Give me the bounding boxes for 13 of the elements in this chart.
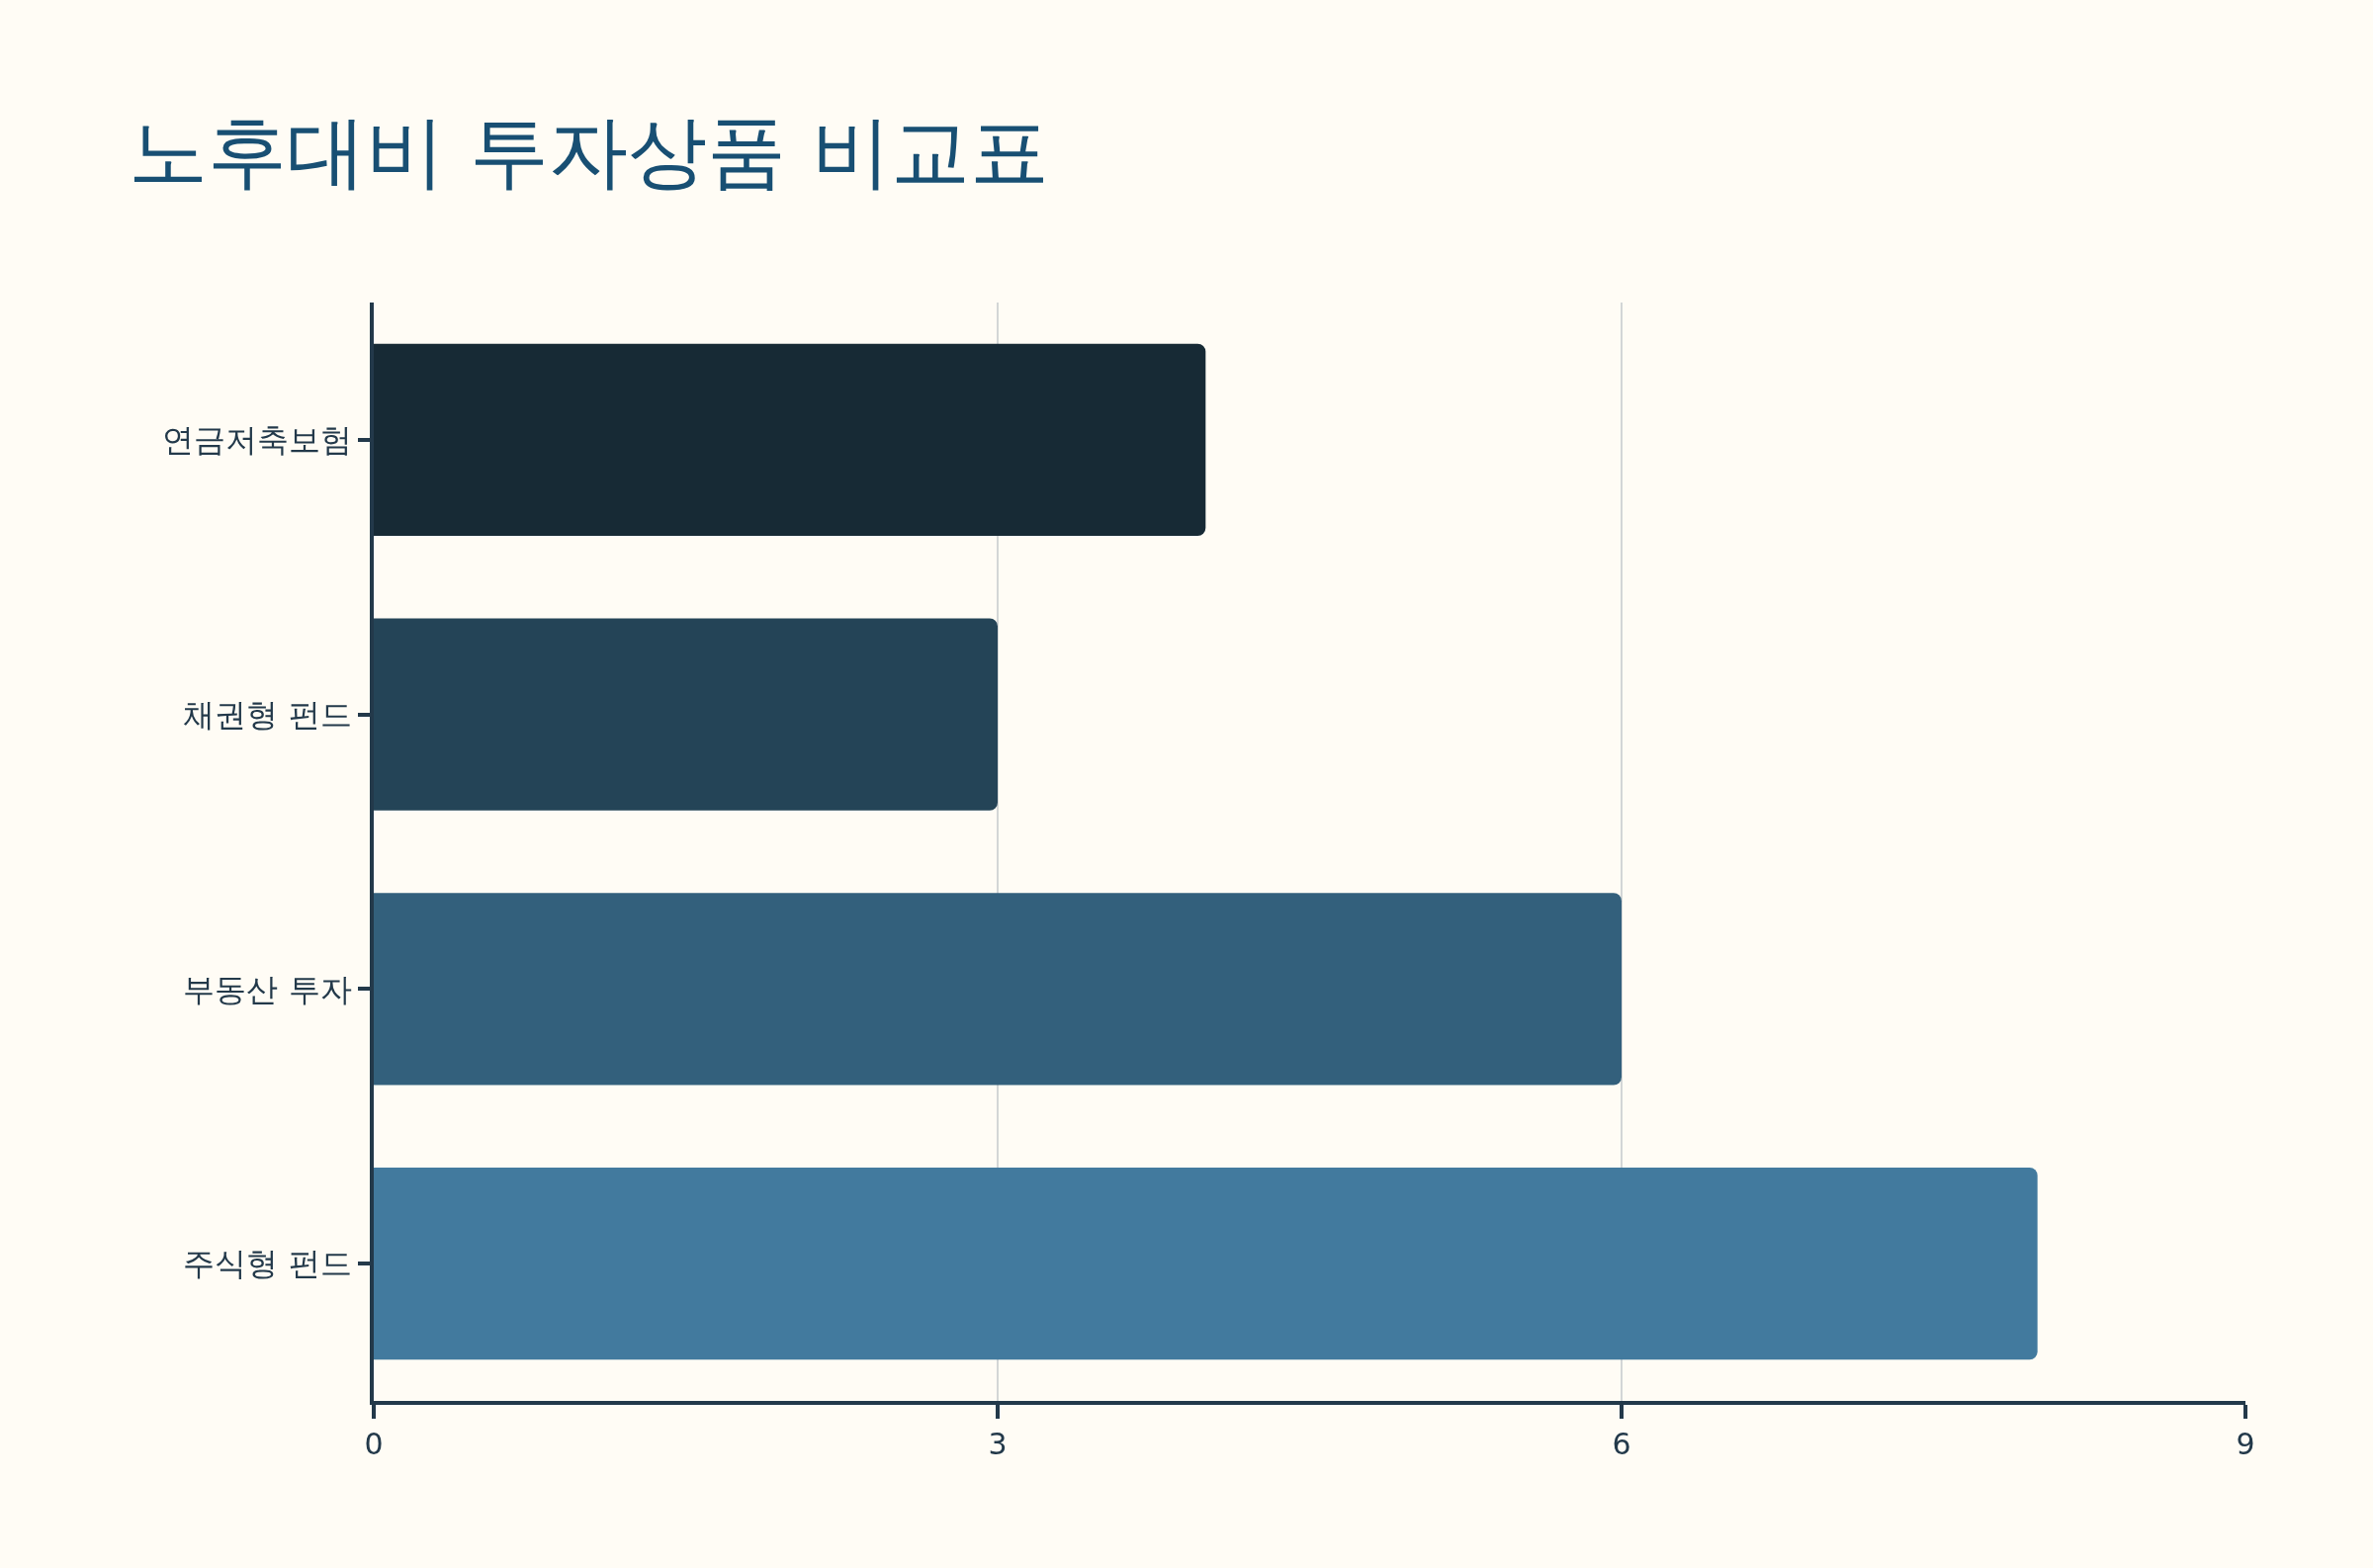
chart-title: 노후대비 투자상품 비교표 xyxy=(129,106,1049,198)
x-tick-label: 6 xyxy=(1612,1427,1631,1461)
y-tick-label: 주식형 펀드 xyxy=(183,1245,352,1283)
y-tick-label: 채권형 펀드 xyxy=(183,695,352,734)
x-tick-label: 9 xyxy=(2236,1427,2255,1461)
bar xyxy=(374,893,1622,1086)
bar xyxy=(374,1167,2038,1360)
y-tick-label: 연금저축보험 xyxy=(161,421,352,460)
x-tick-label: 0 xyxy=(364,1427,384,1461)
y-tick-label: 부동산 투자 xyxy=(183,970,352,1008)
bar xyxy=(374,618,998,811)
x-tick-label: 3 xyxy=(988,1427,1008,1461)
bar xyxy=(374,343,1206,537)
